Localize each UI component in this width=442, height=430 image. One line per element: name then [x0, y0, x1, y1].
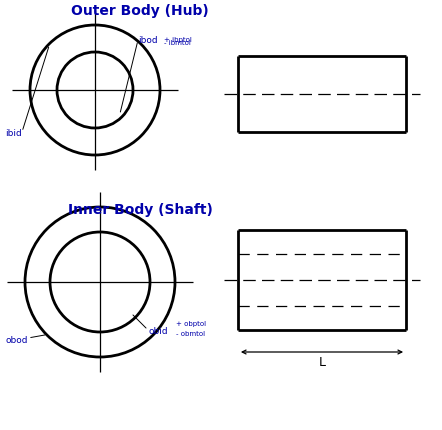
Text: ibid: ibid: [5, 129, 22, 138]
Text: Inner Body (Shaft): Inner Body (Shaft): [68, 203, 213, 216]
Text: obid: obid: [148, 326, 168, 335]
Text: L: L: [319, 355, 325, 368]
Text: - ibmtol: - ibmtol: [164, 40, 191, 46]
Text: ibod: ibod: [138, 35, 158, 44]
Text: + obptol: + obptol: [176, 320, 206, 326]
Text: - obmtol: - obmtol: [176, 330, 205, 336]
Text: Outer Body (Hub): Outer Body (Hub): [71, 4, 209, 18]
Text: obod: obod: [5, 336, 27, 345]
Text: + ibptol: + ibptol: [164, 37, 192, 43]
